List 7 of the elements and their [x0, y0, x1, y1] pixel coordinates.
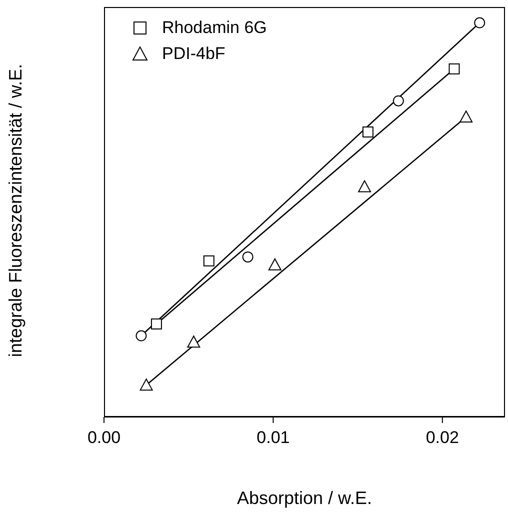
x-tick-label: 0.00	[87, 428, 121, 448]
legend-label: Rhodamin 6G	[162, 17, 267, 39]
legend-label: PDI-4bF	[162, 43, 226, 65]
x-tick-label: 0.01	[256, 428, 290, 448]
y-axis-title: integrale Fluoreszenzintensität / w.E.	[6, 62, 26, 360]
x-axis-title: Absorption / w.E.	[236, 488, 374, 509]
x-tick-label: 0.02	[426, 428, 459, 448]
